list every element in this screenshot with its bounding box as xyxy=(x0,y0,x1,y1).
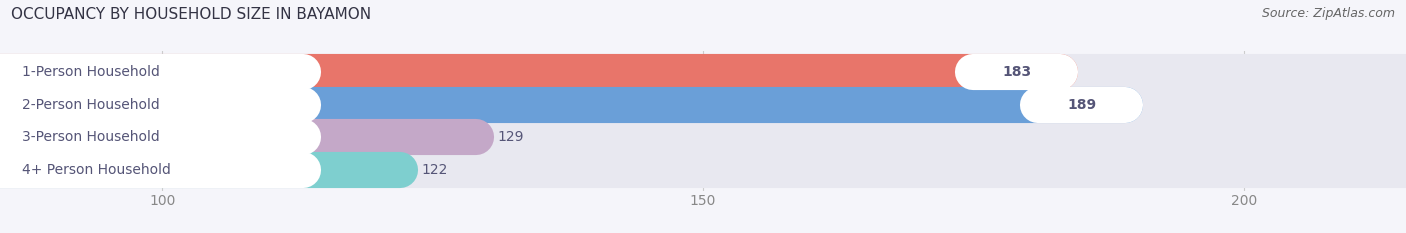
Text: 4+ Person Household: 4+ Person Household xyxy=(21,163,170,177)
Text: 189: 189 xyxy=(1067,98,1097,112)
Text: 3-Person Household: 3-Person Household xyxy=(21,130,159,144)
Text: 1-Person Household: 1-Person Household xyxy=(21,65,159,79)
Text: OCCUPANCY BY HOUSEHOLD SIZE IN BAYAMON: OCCUPANCY BY HOUSEHOLD SIZE IN BAYAMON xyxy=(11,7,371,22)
Text: Source: ZipAtlas.com: Source: ZipAtlas.com xyxy=(1261,7,1395,20)
Text: 2-Person Household: 2-Person Household xyxy=(21,98,159,112)
Text: 129: 129 xyxy=(498,130,524,144)
Text: 122: 122 xyxy=(422,163,449,177)
Text: 183: 183 xyxy=(1002,65,1031,79)
